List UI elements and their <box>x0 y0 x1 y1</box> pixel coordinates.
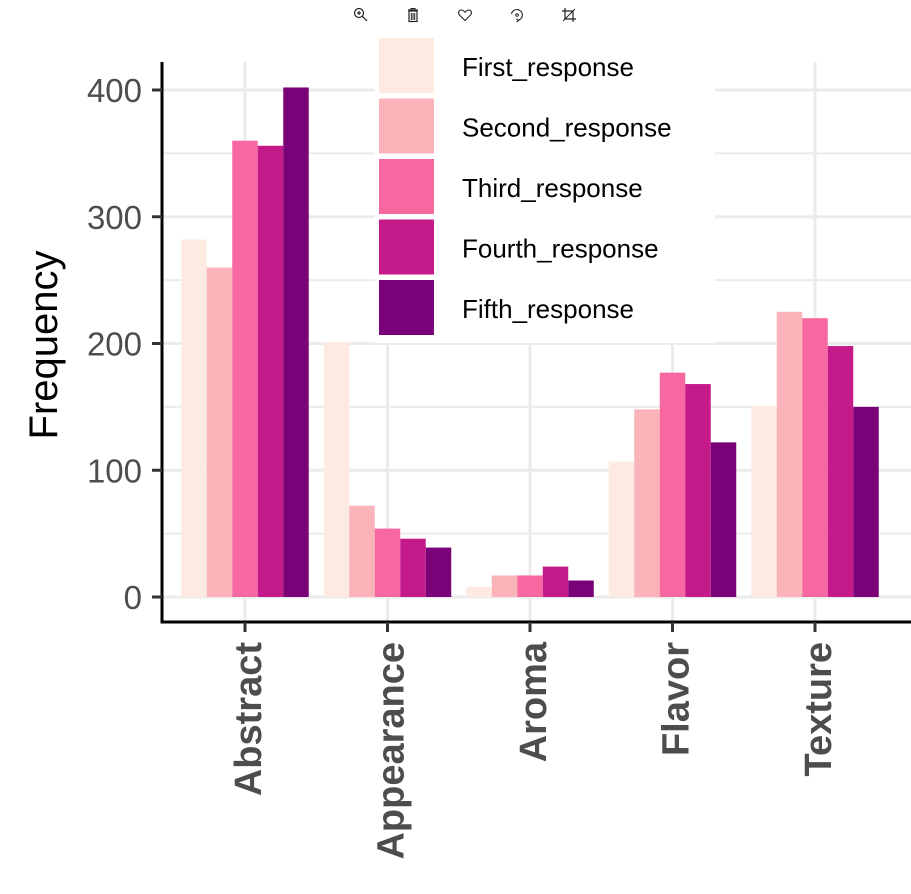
rotate-button[interactable] <box>506 4 528 26</box>
heart-icon <box>458 9 472 22</box>
bar-flavor-second-response <box>634 409 660 597</box>
bars <box>181 87 879 597</box>
bar-appearance-first-response <box>323 342 350 597</box>
bar-flavor-first-response <box>608 461 635 597</box>
legend-key-first-response <box>379 38 434 93</box>
favorite-button[interactable] <box>454 4 476 26</box>
bar-abstract-second-response <box>206 267 233 597</box>
legend-label: Third_response <box>462 173 643 203</box>
legend-key-second-response <box>379 98 434 154</box>
y-tick-label: 400 <box>87 72 142 109</box>
bar-aroma-fifth-response <box>568 580 594 597</box>
x-tick-label-appearance: Appearance <box>371 642 413 860</box>
bar-flavor-third-response <box>659 372 686 597</box>
legend-key-fourth-response <box>379 219 434 275</box>
bar-abstract-fourth-response <box>257 145 284 597</box>
legend-key-third-response <box>379 159 434 214</box>
y-tick-label: 300 <box>87 199 142 236</box>
y-axis-title: Frequency <box>22 251 66 440</box>
bar-appearance-third-response <box>374 528 401 597</box>
bar-texture-fifth-response <box>853 406 879 597</box>
zoom-in-button[interactable] <box>350 4 372 26</box>
bar-texture-first-response <box>751 405 777 597</box>
bar-texture-second-response <box>776 311 803 597</box>
legend-label: Fourth_response <box>462 234 659 264</box>
bar-appearance-fourth-response <box>400 538 426 597</box>
x-tick-label-texture: Texture <box>798 642 840 776</box>
y-tick-label: 200 <box>87 326 142 363</box>
zoom-in-icon <box>353 7 368 22</box>
legend-label: Second_response <box>462 113 672 143</box>
legend-key-fifth-response <box>379 280 434 335</box>
legend-label: First_response <box>462 52 634 82</box>
trash-icon <box>408 8 418 23</box>
y-tick-label: 0 <box>124 579 142 616</box>
bar-abstract-fifth-response <box>283 87 309 597</box>
bar-abstract-third-response <box>232 140 258 597</box>
bar-aroma-first-response <box>466 586 492 597</box>
bar-aroma-fourth-response <box>542 566 569 597</box>
bar-aroma-third-response <box>517 575 543 597</box>
legend: First_response Second_response Third_respo… <box>375 33 715 343</box>
bar-texture-fourth-response <box>827 346 854 597</box>
x-axis-ticks: Abstract Appearance Aroma Flavor Texture <box>228 622 840 860</box>
y-axis-ticks: 0 100 200 300 400 <box>87 72 162 616</box>
crop-button[interactable] <box>558 4 580 26</box>
x-tick-label-abstract: Abstract <box>228 642 270 796</box>
bar-flavor-fifth-response <box>710 442 737 597</box>
bar-abstract-first-response <box>181 239 207 597</box>
delete-button[interactable] <box>402 4 424 26</box>
bar-appearance-second-response <box>349 505 375 597</box>
legend-label: Fifth_response <box>462 294 634 324</box>
x-tick-label-aroma: Aroma <box>513 641 555 762</box>
bar-flavor-fourth-response <box>685 384 711 597</box>
bar-texture-third-response <box>802 318 828 597</box>
rotate-icon <box>510 8 523 23</box>
bar-appearance-fifth-response <box>425 547 452 597</box>
bar-aroma-second-response <box>491 575 518 597</box>
x-tick-label-flavor: Flavor <box>656 642 698 756</box>
plot-toolbar <box>350 4 580 26</box>
crop-icon <box>562 8 576 22</box>
y-tick-label: 100 <box>87 452 142 489</box>
